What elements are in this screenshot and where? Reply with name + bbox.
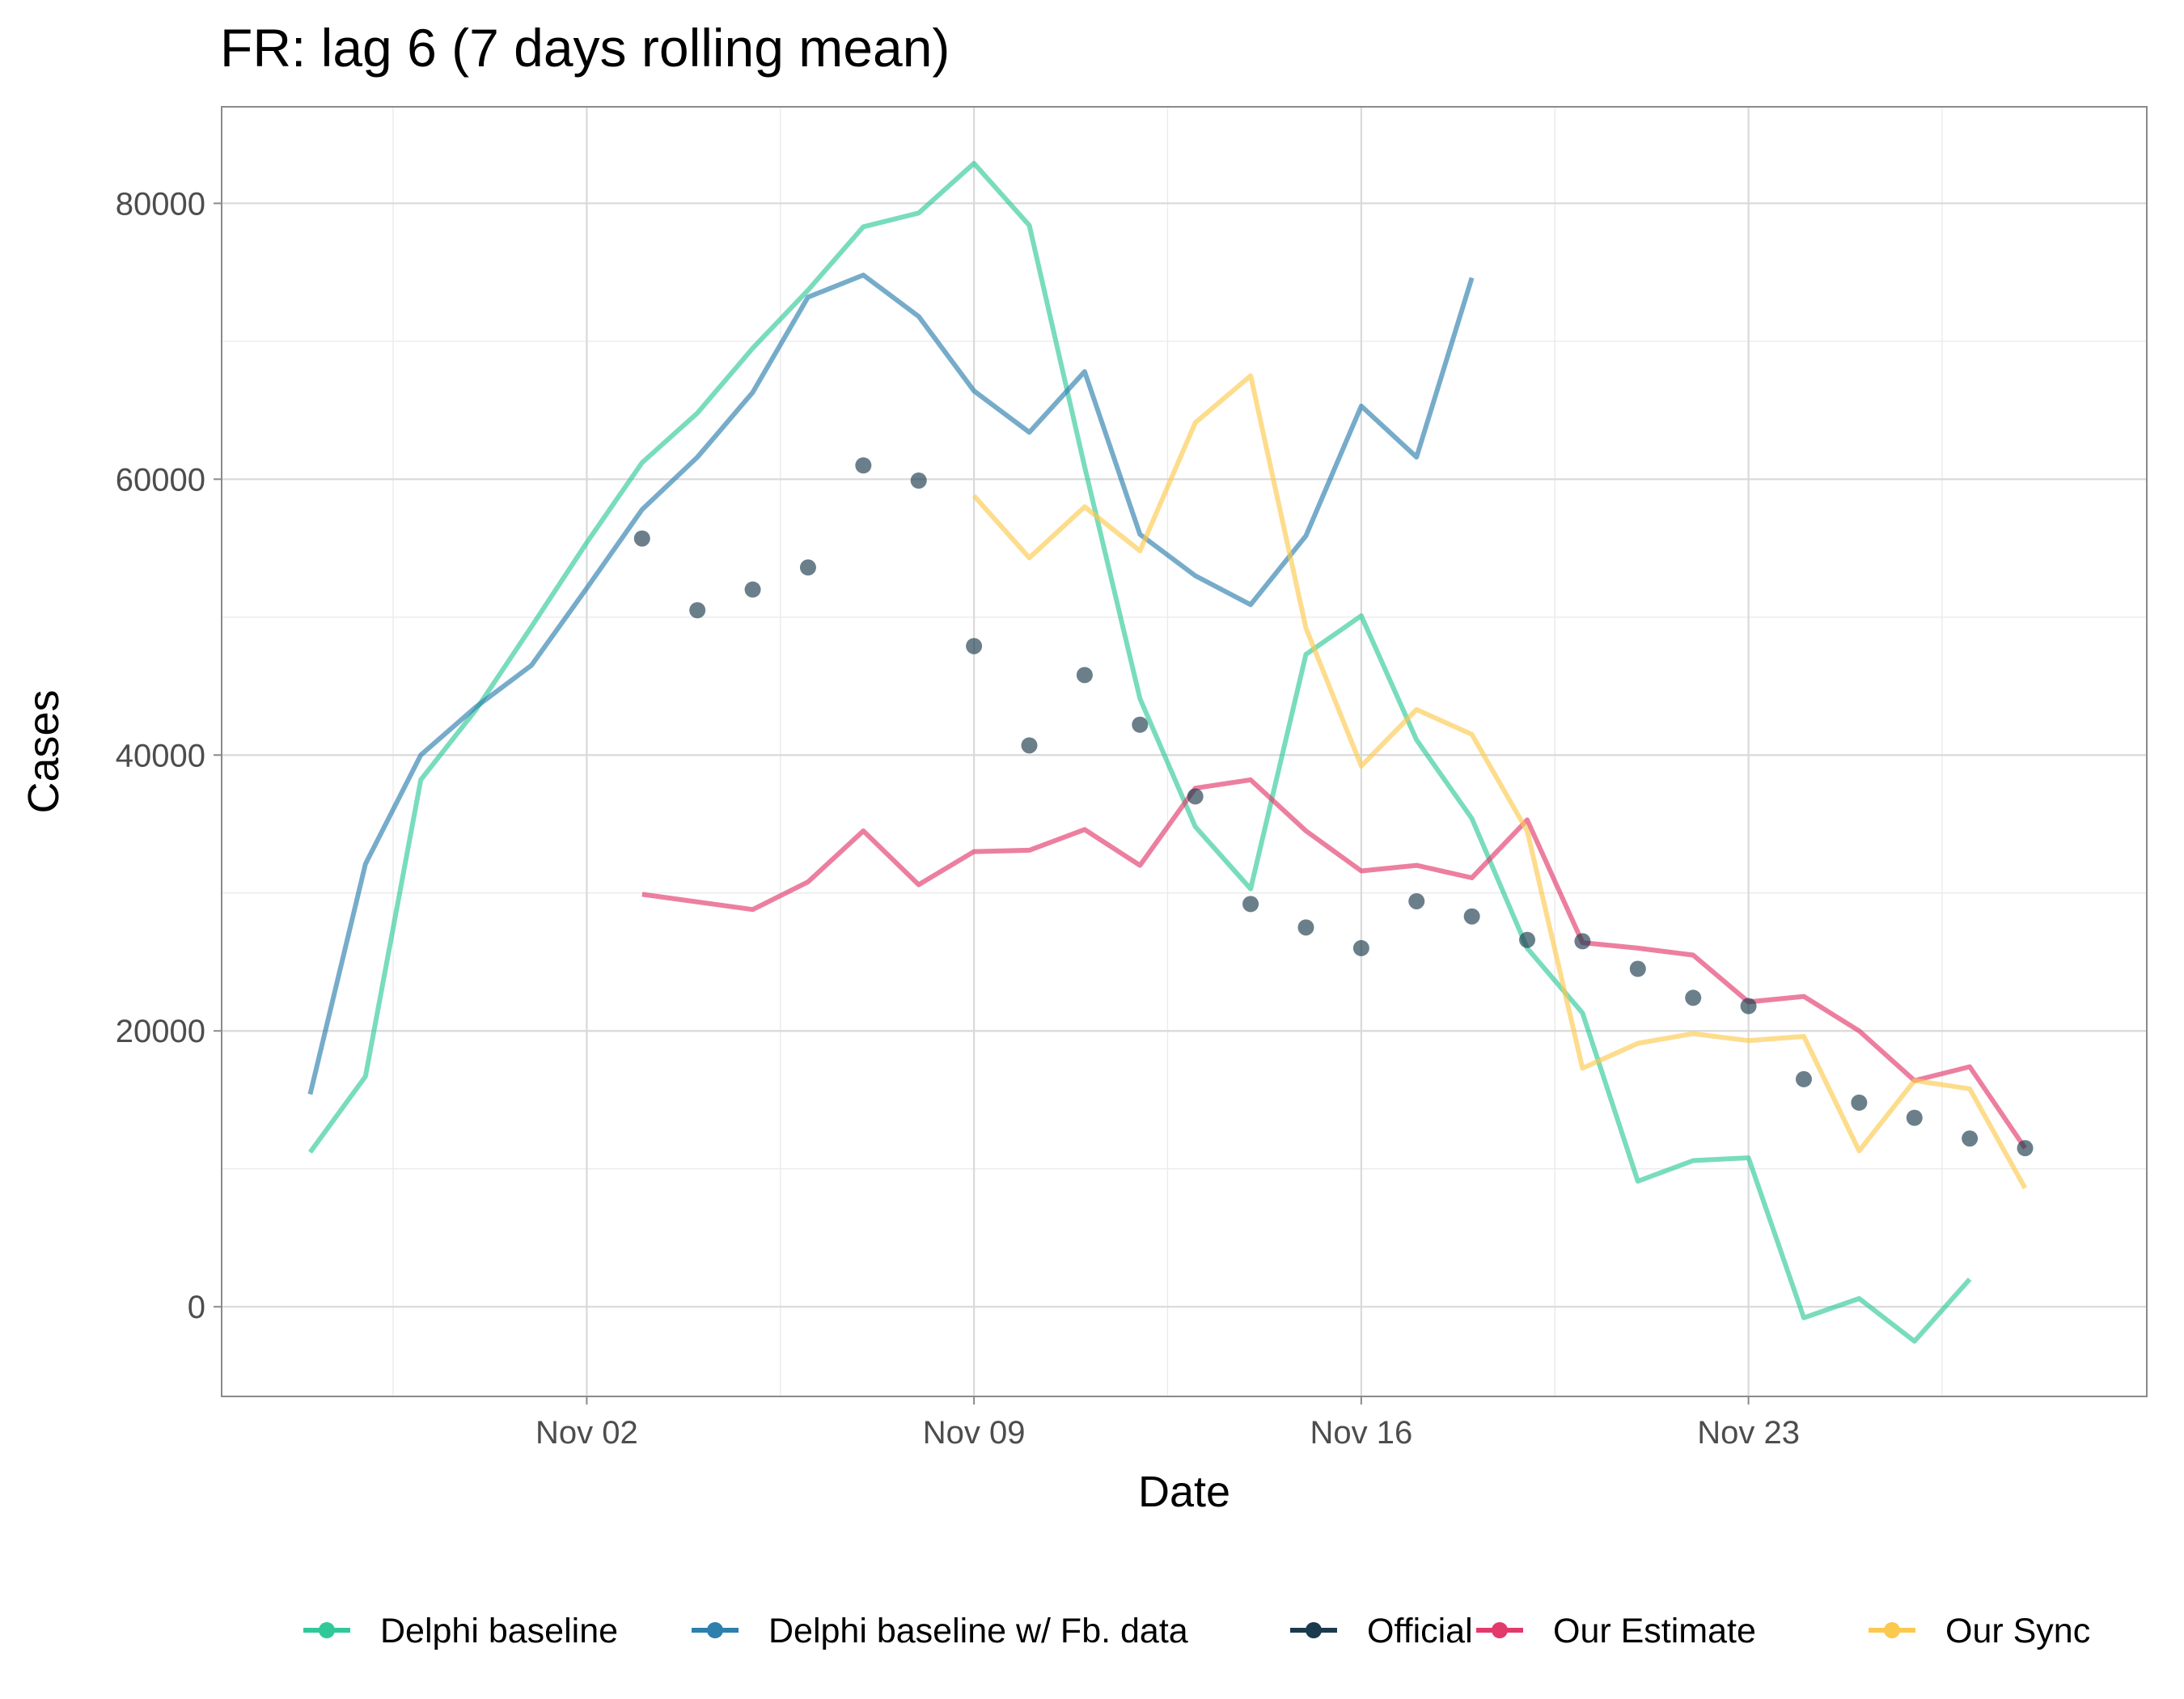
x-tick-label: Nov 02 xyxy=(535,1415,638,1451)
legend-key-point xyxy=(319,1622,335,1638)
x-axis-tick-labels: Nov 02 Nov 09 Nov 16 Nov 23 xyxy=(535,1396,1800,1451)
data-point-official xyxy=(966,638,983,655)
data-point-official xyxy=(1076,667,1093,684)
data-point-official xyxy=(799,559,816,576)
data-point-official xyxy=(910,472,927,489)
series-our-estimate xyxy=(641,777,2027,1150)
legend-item-our-estimate: Our Estimate xyxy=(1476,1612,1756,1650)
data-point-official xyxy=(689,602,706,619)
legend-key-point xyxy=(1306,1622,1322,1638)
x-tick-label: Nov 09 xyxy=(923,1415,1026,1451)
data-point-official xyxy=(2017,1140,2034,1157)
data-point-official xyxy=(1519,931,1536,948)
data-point-official xyxy=(1021,737,1038,754)
legend-label: Our Sync xyxy=(1945,1612,2090,1650)
data-point-official xyxy=(1574,933,1591,950)
data-point-official xyxy=(1906,1109,1923,1126)
series-delphi-baseline-w-fb-data xyxy=(307,273,1475,1095)
series-our-sync xyxy=(971,373,2028,1190)
legend-key-point xyxy=(707,1622,723,1638)
legend-label: Delphi baseline w/ Fb. data xyxy=(768,1612,1188,1650)
legend-item-delphi-baseline: Delphi baseline xyxy=(303,1612,618,1650)
series-line-delphi-baseline xyxy=(307,160,1972,1344)
data-point-official xyxy=(1740,998,1757,1015)
legend-key-point xyxy=(1884,1622,1900,1638)
data-point-official xyxy=(1685,989,1702,1006)
plot-panel-border xyxy=(221,106,2148,1397)
data-point-official xyxy=(1463,908,1480,925)
legend-item-our-sync: Our Sync xyxy=(1869,1612,2090,1650)
data-point-official xyxy=(1242,896,1259,913)
data-point-official xyxy=(1408,892,1425,909)
y-tick-label: 0 xyxy=(188,1290,205,1325)
data-point-official xyxy=(855,457,872,474)
y-axis-title: Cases xyxy=(19,689,68,813)
data-point-official xyxy=(1629,960,1646,977)
data-point-official xyxy=(1297,919,1314,936)
data-point-official xyxy=(1132,716,1149,733)
x-tick-label: Nov 16 xyxy=(1310,1415,1412,1451)
data-point-official xyxy=(633,530,650,547)
data-point-official xyxy=(744,581,761,598)
data-point-official xyxy=(1795,1070,1812,1087)
x-axis-title: Date xyxy=(1138,1468,1230,1516)
series-line-delphi-baseline-w-fb-data xyxy=(307,273,1475,1095)
x-tick-label: Nov 23 xyxy=(1697,1415,1800,1451)
data-point-official xyxy=(1187,788,1204,805)
data-point-official xyxy=(1851,1094,1868,1111)
y-tick-label: 60000 xyxy=(116,462,205,498)
legend-label: Official xyxy=(1367,1612,1473,1650)
chart-title: FR: lag 6 (7 days rolling mean) xyxy=(220,18,950,78)
series-line-our-estimate xyxy=(641,777,2027,1150)
data-point-official xyxy=(1962,1130,1979,1147)
legend-item-official: Official xyxy=(1290,1612,1473,1650)
series-line-our-sync xyxy=(971,373,2028,1190)
grid-major xyxy=(222,107,2147,1396)
series-official xyxy=(633,457,2034,1157)
y-tick-label: 80000 xyxy=(116,186,205,222)
y-axis-tick-labels: 0 20000 40000 60000 80000 xyxy=(116,186,222,1325)
legend: Delphi baseline Delphi baseline w/ Fb. da… xyxy=(303,1612,2090,1650)
legend-key-point xyxy=(1492,1622,1508,1638)
series-layer xyxy=(307,160,2034,1344)
y-tick-label: 40000 xyxy=(116,738,205,773)
y-tick-label: 20000 xyxy=(116,1014,205,1049)
legend-label: Our Estimate xyxy=(1553,1612,1756,1650)
data-point-official xyxy=(1352,939,1369,956)
series-delphi-baseline xyxy=(307,160,1972,1344)
legend-label: Delphi baseline xyxy=(380,1612,618,1650)
legend-item-delphi-baseline-w-fb-data: Delphi baseline w/ Fb. data xyxy=(692,1612,1188,1650)
